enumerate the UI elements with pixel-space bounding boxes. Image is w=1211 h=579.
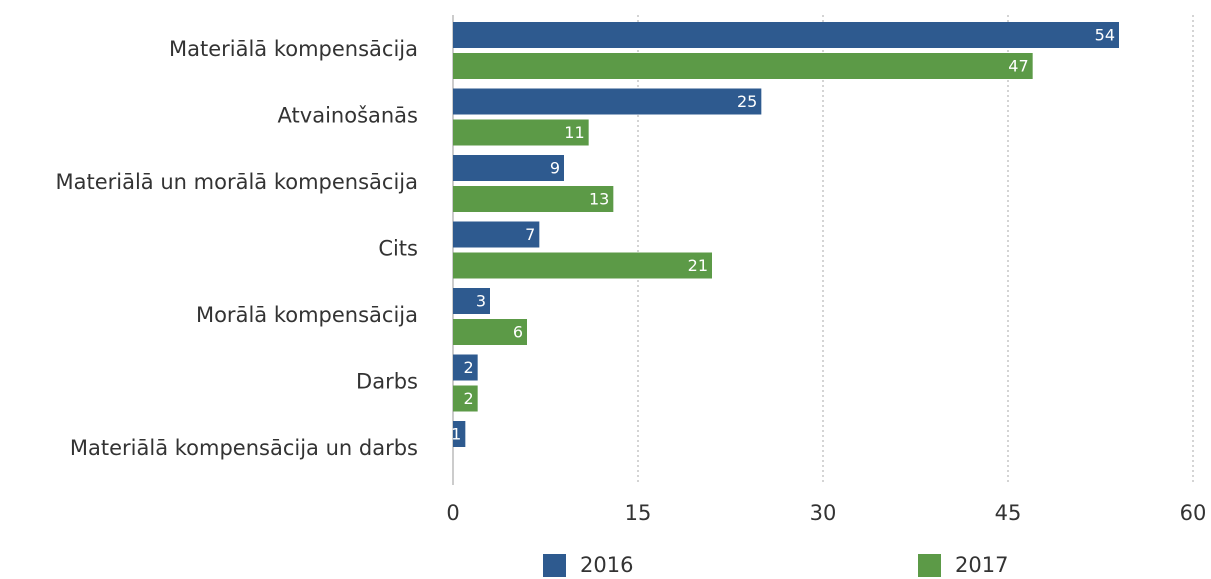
bar — [453, 186, 614, 212]
category-label: Darbs — [356, 370, 418, 394]
x-tick-label: 45 — [995, 501, 1022, 525]
bar — [453, 288, 490, 314]
bar — [453, 385, 478, 412]
legend-label: 2017 — [955, 553, 1008, 577]
value-label: 1 — [451, 425, 461, 444]
value-label: 11 — [564, 123, 584, 142]
legend-swatch — [918, 554, 941, 577]
category-label: Atvainošanās — [278, 104, 418, 128]
value-label: 21 — [688, 256, 708, 275]
value-label: 54 — [1095, 26, 1115, 45]
bar — [453, 22, 1119, 48]
category-label: Materiālā kompensācija — [169, 37, 418, 61]
bar — [453, 155, 564, 181]
bar — [453, 53, 1033, 79]
legend-label: 2016 — [580, 553, 633, 577]
x-tick-label: 0 — [446, 501, 459, 525]
bar — [453, 421, 466, 447]
value-label: 13 — [589, 190, 609, 209]
x-tick-label: 60 — [1180, 501, 1207, 525]
value-label: 2 — [463, 389, 473, 408]
value-label: 47 — [1008, 57, 1028, 76]
legend-swatch — [543, 554, 566, 577]
bar — [453, 354, 478, 381]
value-label: 9 — [550, 159, 560, 178]
category-label: Morālā kompensācija — [196, 303, 418, 327]
bar — [453, 88, 762, 115]
category-label: Cits — [378, 237, 418, 261]
x-tick-label: 15 — [625, 501, 652, 525]
value-label: 25 — [737, 92, 757, 111]
value-label: 2 — [463, 358, 473, 377]
bar — [453, 252, 712, 279]
bar — [453, 119, 589, 146]
value-label: 3 — [476, 292, 486, 311]
category-label: Materiālā un morālā kompensācija — [55, 170, 418, 194]
x-tick-label: 30 — [810, 501, 837, 525]
bar — [453, 221, 540, 248]
bar — [453, 319, 527, 345]
category-label: Materiālā kompensācija un darbs — [70, 436, 418, 460]
value-label: 6 — [513, 323, 523, 342]
value-label: 7 — [525, 225, 535, 244]
